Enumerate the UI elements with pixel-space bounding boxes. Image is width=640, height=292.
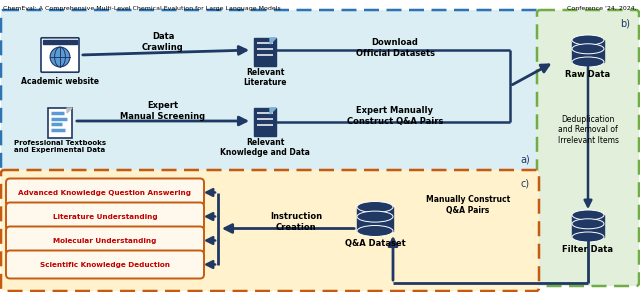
Text: Filter Data: Filter Data <box>563 245 614 254</box>
Text: Instruction
Creation: Instruction Creation <box>270 212 322 232</box>
Text: Advanced Knowledge Question Answering: Advanced Knowledge Question Answering <box>19 190 191 196</box>
FancyBboxPatch shape <box>41 38 79 72</box>
FancyBboxPatch shape <box>1 170 539 291</box>
Ellipse shape <box>572 44 604 54</box>
FancyBboxPatch shape <box>1 10 539 173</box>
Text: a): a) <box>520 155 530 165</box>
FancyBboxPatch shape <box>6 202 204 230</box>
Circle shape <box>50 47 70 67</box>
Text: Relevant
Literature: Relevant Literature <box>243 68 287 87</box>
FancyBboxPatch shape <box>6 251 204 279</box>
Text: Deduplication
and Removal of
Irrelevant Items: Deduplication and Removal of Irrelevant … <box>557 115 618 145</box>
Ellipse shape <box>572 57 604 67</box>
Text: Manually Construct
Q&A Pairs: Manually Construct Q&A Pairs <box>426 195 510 215</box>
Polygon shape <box>270 38 276 44</box>
Text: Scientific Knowledge Deduction: Scientific Knowledge Deduction <box>40 262 170 267</box>
FancyBboxPatch shape <box>6 178 204 206</box>
Ellipse shape <box>572 219 604 229</box>
Text: Literature Understanding: Literature Understanding <box>52 213 157 220</box>
Text: Conference '24, 2024,: Conference '24, 2024, <box>567 6 637 11</box>
Ellipse shape <box>572 35 604 45</box>
FancyBboxPatch shape <box>254 38 276 66</box>
FancyBboxPatch shape <box>48 108 72 138</box>
Ellipse shape <box>572 210 604 220</box>
FancyBboxPatch shape <box>572 40 604 62</box>
Text: Relevant
Knowledge and Data: Relevant Knowledge and Data <box>220 138 310 157</box>
Ellipse shape <box>357 225 393 237</box>
Ellipse shape <box>357 211 393 222</box>
FancyBboxPatch shape <box>254 108 276 136</box>
Text: c): c) <box>521 179 530 189</box>
Ellipse shape <box>357 201 393 213</box>
FancyBboxPatch shape <box>537 10 639 286</box>
FancyBboxPatch shape <box>572 215 604 237</box>
Text: Academic website: Academic website <box>21 77 99 86</box>
Text: Expert
Manual Screening: Expert Manual Screening <box>120 101 205 121</box>
Polygon shape <box>67 108 72 113</box>
Text: Data
Crawling: Data Crawling <box>142 32 184 52</box>
Text: Raw Data: Raw Data <box>565 70 611 79</box>
Ellipse shape <box>572 232 604 242</box>
FancyBboxPatch shape <box>43 40 77 44</box>
Text: Molecular Understanding: Molecular Understanding <box>53 237 157 244</box>
Text: ChemEval: A Comprehensive Multi-Level Chemical Evalution for Large Language Mode: ChemEval: A Comprehensive Multi-Level Ch… <box>3 6 281 11</box>
Text: Q&A Dataset: Q&A Dataset <box>344 239 405 248</box>
Text: Download
Official Datasets: Download Official Datasets <box>355 38 435 58</box>
Text: Professional Textbooks
and Experimental Data: Professional Textbooks and Experimental … <box>14 140 106 153</box>
FancyBboxPatch shape <box>357 207 393 231</box>
Text: b): b) <box>620 19 630 29</box>
FancyBboxPatch shape <box>6 227 204 255</box>
Text: Expert Manually
Construct Q&A Pairs: Expert Manually Construct Q&A Pairs <box>347 106 443 126</box>
Polygon shape <box>270 108 276 114</box>
